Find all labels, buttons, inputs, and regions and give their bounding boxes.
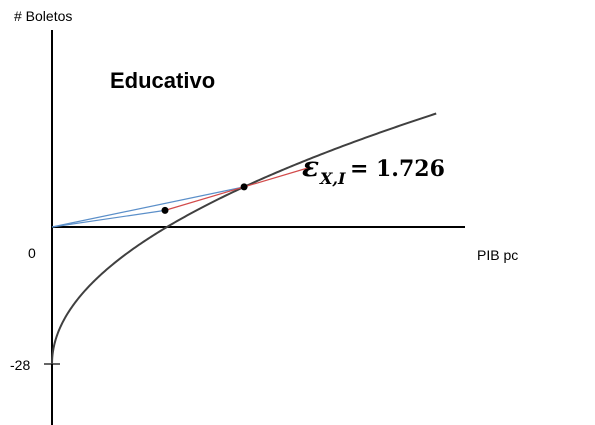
data-point-2 [240, 183, 248, 191]
ray-from-origin-2 [51, 186, 245, 228]
ray-from-origin-1 [51, 209, 166, 228]
elasticity-annotation: ε X,I = 1.726 [302, 150, 445, 188]
y-tick-label-min: -28 [10, 357, 30, 373]
chart-title: Educativo [110, 68, 215, 93]
curve-line [51, 112, 437, 365]
x-axis-label: PIB pc [477, 247, 518, 263]
y-axis-label: # Boletos [14, 8, 72, 24]
epsilon-symbol: ε [302, 150, 319, 183]
plot-area [51, 112, 437, 365]
elasticity-value: 1.726 [376, 156, 445, 182]
data-point-1 [161, 206, 169, 214]
equals-sign: = [350, 156, 368, 182]
tangent-line [164, 167, 309, 211]
epsilon-subscript: X,I [319, 169, 346, 188]
y-tick-label-zero: 0 [28, 245, 36, 261]
